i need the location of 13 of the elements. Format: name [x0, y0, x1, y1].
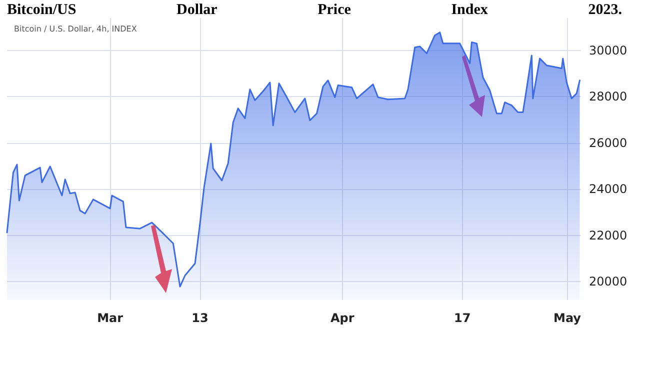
y-tick-label: 26000 [589, 136, 628, 150]
text: Bitcoin / U.S. Dollar, 4h, INDEX [14, 24, 138, 34]
y-tick-label: 30000 [589, 43, 628, 58]
x-tick-label: May [554, 311, 582, 325]
y-tick-label: 24000 [589, 182, 628, 196]
x-tick-label: Mar [97, 311, 124, 325]
y-tick-label: 22000 [589, 228, 628, 242]
y-tick-label: 20000 [589, 274, 628, 289]
x-tick-label: 13 [192, 311, 208, 325]
x-tick-label: 17 [454, 311, 471, 325]
chart-title: Bitcoin/US Dollar Price Index 2023. [7, 2, 622, 18]
x-tick-label: Apr [330, 311, 354, 325]
y-tick-label: 28000 [589, 90, 628, 104]
